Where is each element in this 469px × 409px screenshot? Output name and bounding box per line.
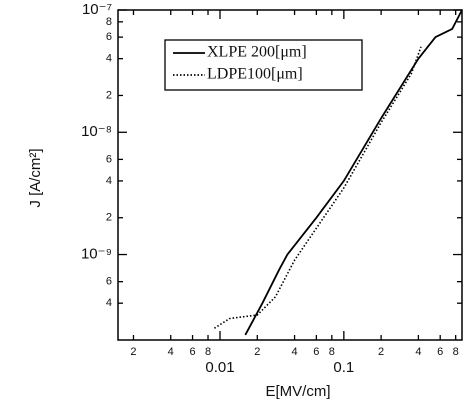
x-tick-label: 8 <box>453 346 459 358</box>
y-tick-label: 8 <box>106 16 112 28</box>
x-tick-label: 2 <box>378 346 384 358</box>
x-tick-label: 8 <box>205 346 211 358</box>
x-tick-label: 6 <box>313 346 319 358</box>
y-tick-label: 4 <box>106 53 112 65</box>
x-tick-label: 8 <box>329 346 335 358</box>
legend-label: XLPE 200[μm] <box>207 44 307 61</box>
y-tick-label: 10⁻⁹ <box>81 246 112 263</box>
y-tick-label: 2 <box>106 89 112 101</box>
plot-frame <box>117 9 463 341</box>
y-tick-label: 6 <box>106 153 112 165</box>
x-tick-label: 4 <box>168 346 174 358</box>
y-axis-label: J [A/cm²] <box>27 148 44 207</box>
y-tick-label: 10⁻⁸ <box>81 123 112 140</box>
x-tick-label: 0.01 <box>205 359 234 376</box>
legend-label: LDPE100[μm] <box>207 66 303 83</box>
y-tick-label: 10⁻⁷ <box>82 1 112 18</box>
x-tick-label: 4 <box>415 346 421 358</box>
x-tick-label: 0.1 <box>333 359 354 376</box>
x-tick-label: 6 <box>437 346 443 358</box>
x-tick-label: 2 <box>254 346 260 358</box>
x-tick-label: 6 <box>189 346 195 358</box>
y-tick-label: 2 <box>106 212 112 224</box>
x-tick-label: 4 <box>292 346 298 358</box>
data-line <box>213 46 422 329</box>
y-tick-label: 6 <box>106 31 112 43</box>
x-tick-label: 2 <box>130 346 136 358</box>
y-tick-label: 4 <box>106 175 112 187</box>
y-tick-label: 4 <box>106 297 112 309</box>
x-axis-label: E[MV/cm] <box>265 383 330 400</box>
y-tick-label: 6 <box>106 276 112 288</box>
data-line <box>244 9 463 336</box>
legend-box <box>164 39 363 91</box>
